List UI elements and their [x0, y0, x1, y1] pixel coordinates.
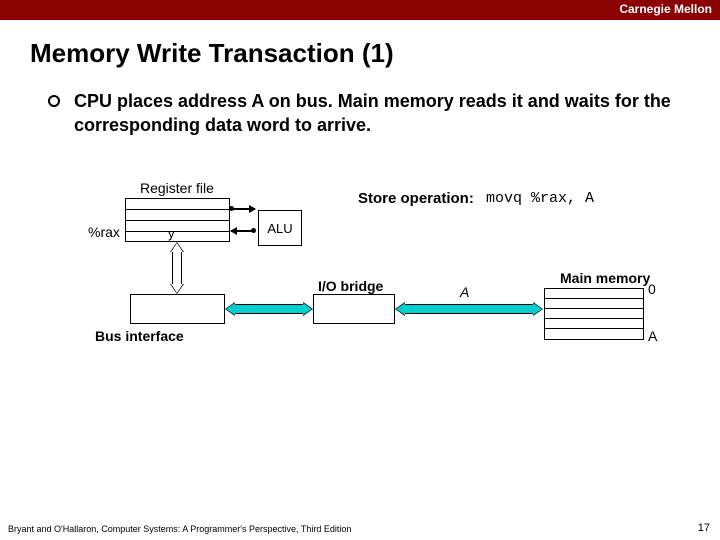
main-memory-box — [544, 288, 644, 340]
main-memory-label: Main memory — [560, 270, 650, 286]
io-bridge-box — [313, 294, 395, 324]
register-file — [125, 198, 230, 242]
alu-label: ALU — [267, 221, 292, 236]
arrow-reg-to-alu-top — [231, 208, 255, 210]
bus-interface-label: Bus interface — [95, 328, 184, 344]
io-bridge-label: I/O bridge — [318, 278, 383, 294]
y-label: y — [168, 226, 175, 241]
bullet-row: CPU places address A on bus. Main memory… — [48, 89, 680, 138]
footer-text: Bryant and O'Hallaron, Computer Systems:… — [8, 524, 351, 534]
diagram: Register file %rax y ALU Store operation… — [0, 180, 720, 400]
store-op-prefix: Store operation: — [358, 190, 474, 207]
rax-label: %rax — [88, 224, 120, 240]
page-number: 17 — [698, 522, 710, 534]
mem-a-label: A — [648, 328, 657, 344]
page-title: Memory Write Transaction (1) — [30, 38, 720, 69]
mem-zero-label: 0 — [648, 281, 656, 297]
bullet-text: CPU places address A on bus. Main memory… — [74, 89, 680, 138]
arrow-bus-io — [225, 302, 313, 316]
arrow-regfile-businterface — [170, 242, 184, 294]
header-bar: Carnegie Mellon — [0, 0, 720, 20]
arrow-io-memory — [395, 302, 543, 316]
register-file-label: Register file — [140, 180, 214, 196]
arrow-dot-top — [229, 206, 234, 211]
bus-a-label: A — [460, 284, 469, 300]
arrow-dot-bottom — [251, 228, 256, 233]
university-label: Carnegie Mellon — [619, 2, 712, 16]
store-op-code: movq %rax, A — [486, 190, 594, 207]
alu-box: ALU — [258, 210, 302, 246]
bus-interface-box — [130, 294, 225, 324]
bullet-marker — [48, 95, 60, 107]
